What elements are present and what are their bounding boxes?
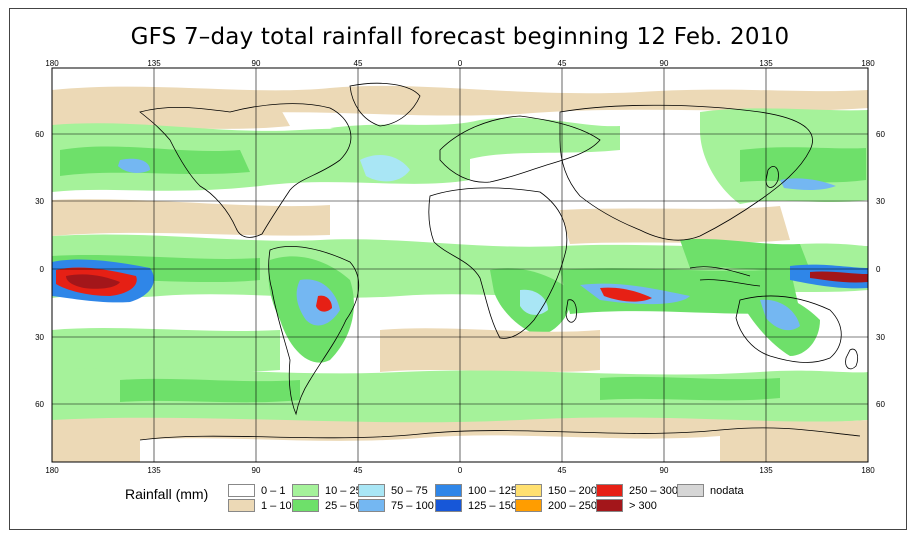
right-tick: 30 xyxy=(876,333,885,342)
legend-item: 0 – 1 xyxy=(228,484,285,497)
legend-item-label: > 300 xyxy=(629,499,657,512)
legend-item-label: 150 – 200 xyxy=(548,484,597,497)
bottom-tick: 90 xyxy=(660,466,669,475)
top-tick: 90 xyxy=(660,59,669,68)
left-tick: 0 xyxy=(40,265,45,274)
legend-swatch xyxy=(228,499,255,512)
legend-swatch xyxy=(228,484,255,497)
legend-swatch xyxy=(596,484,623,497)
bottom-tick: 135 xyxy=(759,466,773,475)
legend-swatch xyxy=(358,499,385,512)
legend-item: 200 – 250 xyxy=(515,499,597,512)
legend-swatch xyxy=(435,499,462,512)
legend-item-label: 125 – 150 xyxy=(468,499,517,512)
legend-swatch xyxy=(358,484,385,497)
legend-item: 250 – 300 xyxy=(596,484,678,497)
legend-swatch xyxy=(596,499,623,512)
legend-swatch xyxy=(292,499,319,512)
legend-item: 10 – 25 xyxy=(292,484,362,497)
legend-item: 100 – 125 xyxy=(435,484,517,497)
legend-item: nodata xyxy=(677,484,744,497)
right-tick: 0 xyxy=(876,265,881,274)
top-tick: 90 xyxy=(252,59,261,68)
bottom-tick-labels: 180 135 90 45 0 45 90 135 180 xyxy=(45,466,875,475)
map-border xyxy=(51,67,869,463)
bottom-tick: 45 xyxy=(558,466,567,475)
legend-item-label: 250 – 300 xyxy=(629,484,678,497)
legend-item: 125 – 150 xyxy=(435,499,517,512)
bottom-tick: 180 xyxy=(861,466,875,475)
bottom-tick: 135 xyxy=(147,466,161,475)
legend-item-label: 0 – 1 xyxy=(261,484,286,497)
figure-frame xyxy=(9,8,907,530)
legend-item: 50 – 75 xyxy=(358,484,428,497)
legend-item: > 300 xyxy=(596,499,657,512)
graticule xyxy=(52,68,868,462)
top-tick: 135 xyxy=(759,59,773,68)
top-tick: 180 xyxy=(861,59,875,68)
top-tick: 180 xyxy=(45,59,59,68)
legend-item-label: 100 – 125 xyxy=(468,484,517,497)
legend-item-label: 50 – 75 xyxy=(391,484,428,497)
legend-item-label: 75 – 100 xyxy=(391,499,434,512)
left-tick: 60 xyxy=(35,400,44,409)
right-tick: 30 xyxy=(876,197,885,206)
bottom-tick: 90 xyxy=(252,466,261,475)
map-title: GFS 7–day total rainfall forecast beginn… xyxy=(130,24,790,50)
legend-item-label: 25 – 50 xyxy=(325,499,362,512)
legend-swatch xyxy=(515,484,542,497)
right-tick-labels: 60 30 0 30 60 xyxy=(876,130,885,409)
legend-item: 75 – 100 xyxy=(358,499,434,512)
top-tick: 45 xyxy=(354,59,363,68)
top-tick-labels: 180 135 90 45 0 45 90 135 180 xyxy=(45,59,875,68)
right-tick: 60 xyxy=(876,400,885,409)
right-tick: 60 xyxy=(876,130,885,139)
left-tick: 30 xyxy=(35,197,44,206)
left-tick: 60 xyxy=(35,130,44,139)
legend-item-label: 200 – 250 xyxy=(548,499,597,512)
legend-label: Rainfall (mm) xyxy=(125,486,209,502)
bottom-tick: 180 xyxy=(45,466,59,475)
legend-item: 150 – 200 xyxy=(515,484,597,497)
legend-item: 25 – 50 xyxy=(292,499,362,512)
legend-swatch xyxy=(677,484,704,497)
legend-swatch xyxy=(435,484,462,497)
left-tick-labels: 60 30 0 30 60 xyxy=(35,130,44,409)
bottom-tick: 0 xyxy=(458,466,463,475)
legend-swatch xyxy=(292,484,319,497)
legend-swatch xyxy=(515,499,542,512)
coastlines xyxy=(139,82,861,441)
top-tick: 135 xyxy=(147,59,161,68)
top-tick: 0 xyxy=(458,59,463,68)
legend-item-label: 10 – 25 xyxy=(325,484,362,497)
legend-item: 1 – 10 xyxy=(228,499,292,512)
left-tick: 30 xyxy=(35,333,44,342)
legend-item-label: 1 – 10 xyxy=(261,499,292,512)
bottom-tick: 45 xyxy=(354,466,363,475)
legend-item-label: nodata xyxy=(710,484,744,497)
top-tick: 45 xyxy=(558,59,567,68)
